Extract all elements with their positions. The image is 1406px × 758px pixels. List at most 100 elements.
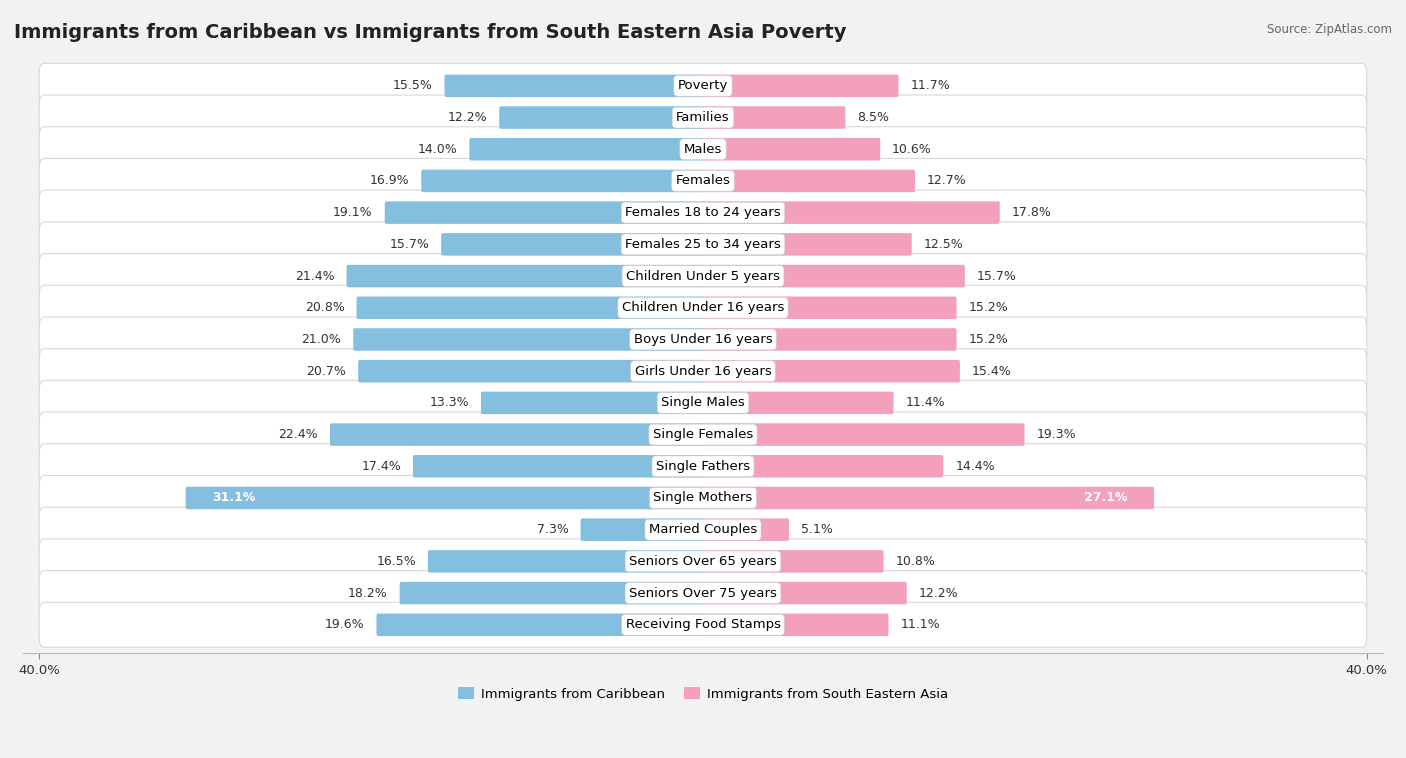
Text: 13.3%: 13.3%: [429, 396, 470, 409]
Text: 19.1%: 19.1%: [333, 206, 373, 219]
Text: 15.7%: 15.7%: [977, 270, 1017, 283]
FancyBboxPatch shape: [702, 613, 889, 636]
FancyBboxPatch shape: [444, 74, 704, 97]
FancyBboxPatch shape: [702, 392, 893, 414]
Text: 12.2%: 12.2%: [918, 587, 959, 600]
Text: 27.1%: 27.1%: [1084, 491, 1128, 505]
FancyBboxPatch shape: [470, 138, 704, 161]
FancyBboxPatch shape: [353, 328, 704, 351]
Text: 31.1%: 31.1%: [212, 491, 256, 505]
FancyBboxPatch shape: [39, 571, 1367, 615]
Text: 15.2%: 15.2%: [969, 333, 1008, 346]
Text: 16.9%: 16.9%: [370, 174, 409, 187]
Text: Single Fathers: Single Fathers: [657, 460, 749, 473]
Text: 15.5%: 15.5%: [392, 80, 433, 92]
Text: 22.4%: 22.4%: [278, 428, 318, 441]
FancyBboxPatch shape: [39, 603, 1367, 647]
FancyBboxPatch shape: [702, 360, 960, 383]
FancyBboxPatch shape: [413, 455, 704, 478]
Text: 19.6%: 19.6%: [325, 619, 364, 631]
FancyBboxPatch shape: [39, 254, 1367, 299]
Text: 10.8%: 10.8%: [896, 555, 935, 568]
FancyBboxPatch shape: [357, 296, 704, 319]
Text: 12.2%: 12.2%: [447, 111, 488, 124]
FancyBboxPatch shape: [377, 613, 704, 636]
FancyBboxPatch shape: [581, 518, 704, 541]
Text: Immigrants from Caribbean vs Immigrants from South Eastern Asia Poverty: Immigrants from Caribbean vs Immigrants …: [14, 23, 846, 42]
Text: Seniors Over 75 years: Seniors Over 75 years: [628, 587, 778, 600]
FancyBboxPatch shape: [39, 475, 1367, 521]
Text: 10.6%: 10.6%: [893, 143, 932, 155]
FancyBboxPatch shape: [359, 360, 704, 383]
Text: 12.5%: 12.5%: [924, 238, 963, 251]
FancyBboxPatch shape: [39, 507, 1367, 552]
FancyBboxPatch shape: [39, 412, 1367, 457]
FancyBboxPatch shape: [399, 582, 704, 604]
Text: 15.4%: 15.4%: [972, 365, 1011, 377]
Text: Females 18 to 24 years: Females 18 to 24 years: [626, 206, 780, 219]
FancyBboxPatch shape: [702, 487, 1154, 509]
Text: Males: Males: [683, 143, 723, 155]
Legend: Immigrants from Caribbean, Immigrants from South Eastern Asia: Immigrants from Caribbean, Immigrants fr…: [453, 682, 953, 706]
Text: Females: Females: [675, 174, 731, 187]
Text: 14.0%: 14.0%: [418, 143, 457, 155]
FancyBboxPatch shape: [702, 455, 943, 478]
Text: Boys Under 16 years: Boys Under 16 years: [634, 333, 772, 346]
Text: 15.2%: 15.2%: [969, 301, 1008, 315]
Text: Single Mothers: Single Mothers: [654, 491, 752, 505]
Text: Children Under 5 years: Children Under 5 years: [626, 270, 780, 283]
FancyBboxPatch shape: [702, 518, 789, 541]
FancyBboxPatch shape: [441, 233, 704, 255]
Text: Seniors Over 65 years: Seniors Over 65 years: [628, 555, 778, 568]
FancyBboxPatch shape: [702, 74, 898, 97]
Text: 21.0%: 21.0%: [301, 333, 342, 346]
Text: Females 25 to 34 years: Females 25 to 34 years: [626, 238, 780, 251]
FancyBboxPatch shape: [702, 265, 965, 287]
Text: 12.7%: 12.7%: [927, 174, 967, 187]
FancyBboxPatch shape: [702, 423, 1025, 446]
FancyBboxPatch shape: [39, 64, 1367, 108]
Text: 16.5%: 16.5%: [377, 555, 416, 568]
Text: 21.4%: 21.4%: [295, 270, 335, 283]
Text: Single Females: Single Females: [652, 428, 754, 441]
FancyBboxPatch shape: [39, 190, 1367, 235]
FancyBboxPatch shape: [702, 138, 880, 161]
Text: Children Under 16 years: Children Under 16 years: [621, 301, 785, 315]
Text: Poverty: Poverty: [678, 80, 728, 92]
FancyBboxPatch shape: [39, 95, 1367, 140]
FancyBboxPatch shape: [39, 222, 1367, 267]
FancyBboxPatch shape: [330, 423, 704, 446]
FancyBboxPatch shape: [385, 202, 704, 224]
Text: 8.5%: 8.5%: [858, 111, 890, 124]
FancyBboxPatch shape: [702, 582, 907, 604]
FancyBboxPatch shape: [481, 392, 704, 414]
FancyBboxPatch shape: [346, 265, 704, 287]
FancyBboxPatch shape: [39, 381, 1367, 425]
FancyBboxPatch shape: [39, 443, 1367, 489]
Text: 14.4%: 14.4%: [955, 460, 995, 473]
Text: 11.1%: 11.1%: [900, 619, 941, 631]
Text: 17.8%: 17.8%: [1012, 206, 1052, 219]
FancyBboxPatch shape: [499, 106, 704, 129]
Text: 11.4%: 11.4%: [905, 396, 945, 409]
FancyBboxPatch shape: [427, 550, 704, 572]
FancyBboxPatch shape: [702, 202, 1000, 224]
FancyBboxPatch shape: [422, 170, 704, 193]
FancyBboxPatch shape: [702, 170, 915, 193]
FancyBboxPatch shape: [39, 349, 1367, 393]
Text: 19.3%: 19.3%: [1036, 428, 1076, 441]
FancyBboxPatch shape: [702, 550, 883, 572]
Text: Married Couples: Married Couples: [650, 523, 756, 536]
Text: Girls Under 16 years: Girls Under 16 years: [634, 365, 772, 377]
FancyBboxPatch shape: [39, 158, 1367, 203]
FancyBboxPatch shape: [702, 106, 845, 129]
FancyBboxPatch shape: [39, 127, 1367, 172]
FancyBboxPatch shape: [39, 539, 1367, 584]
Text: 7.3%: 7.3%: [537, 523, 568, 536]
FancyBboxPatch shape: [702, 296, 956, 319]
FancyBboxPatch shape: [702, 328, 956, 351]
Text: 11.7%: 11.7%: [911, 80, 950, 92]
Text: 17.4%: 17.4%: [361, 460, 401, 473]
Text: 5.1%: 5.1%: [801, 523, 832, 536]
Text: 18.2%: 18.2%: [347, 587, 388, 600]
